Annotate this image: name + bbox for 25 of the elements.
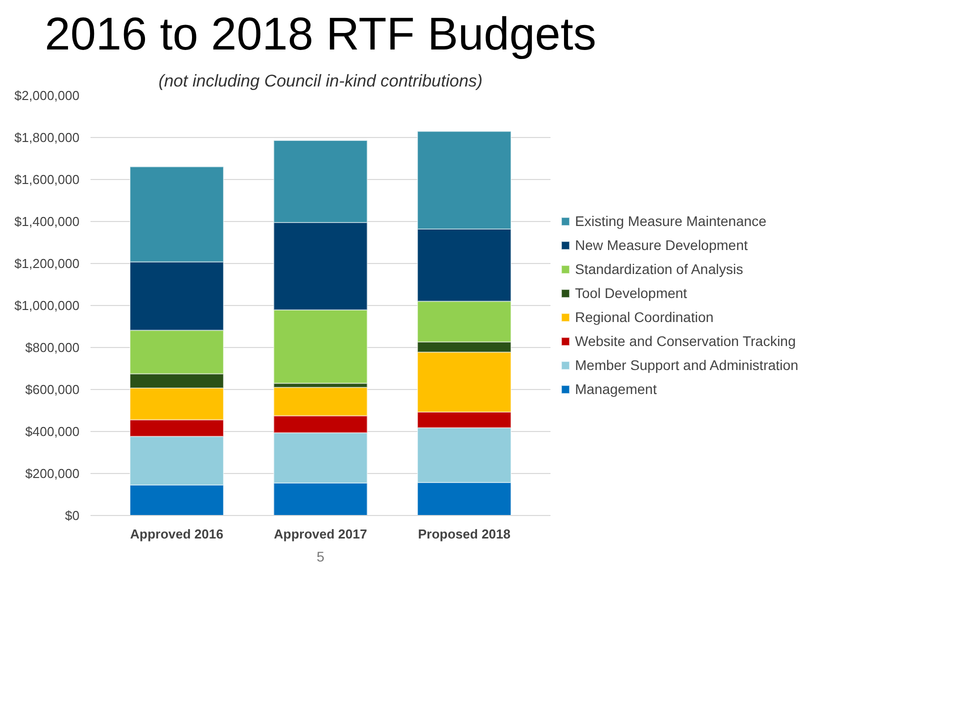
y-tick-label: $0 bbox=[65, 508, 80, 523]
chart-subtitle: (not including Council in-kind contributions) bbox=[158, 72, 483, 90]
x-tick-label: Approved 2017 bbox=[274, 526, 368, 542]
legend-label: Existing Measure Maintenance bbox=[575, 213, 766, 229]
legend-label: New Measure Development bbox=[575, 237, 748, 253]
y-tick-label: $200,000 bbox=[25, 466, 80, 481]
legend-label: Regional Coordination bbox=[575, 309, 714, 325]
y-tick-label: $2,000,000 bbox=[14, 88, 80, 103]
x-tick-label: Proposed 2018 bbox=[418, 526, 511, 542]
y-tick-label: $1,800,000 bbox=[14, 130, 80, 145]
y-tick-label: $400,000 bbox=[25, 424, 80, 439]
y-tick-label: $1,600,000 bbox=[14, 172, 80, 187]
y-tick-label: $600,000 bbox=[25, 382, 80, 397]
y-tick-label: $1,000,000 bbox=[14, 298, 80, 313]
y-tick-label: $1,200,000 bbox=[14, 256, 80, 271]
legend-label: Tool Development bbox=[575, 285, 688, 301]
y-tick-label: $1,400,000 bbox=[14, 214, 80, 229]
legend-label: Management bbox=[575, 381, 657, 397]
chart-title: 2016 to 2018 RTF Budgets bbox=[44, 8, 596, 60]
legend-label: Website and Conservation Tracking bbox=[575, 333, 796, 349]
y-tick-label: $800,000 bbox=[25, 340, 80, 355]
text: 5 bbox=[316, 548, 325, 564]
legend-label: Member Support and Administration bbox=[575, 357, 798, 373]
legend-label: Standardization of Analysis bbox=[575, 261, 744, 277]
x-tick-label: Approved 2016 bbox=[130, 526, 224, 542]
